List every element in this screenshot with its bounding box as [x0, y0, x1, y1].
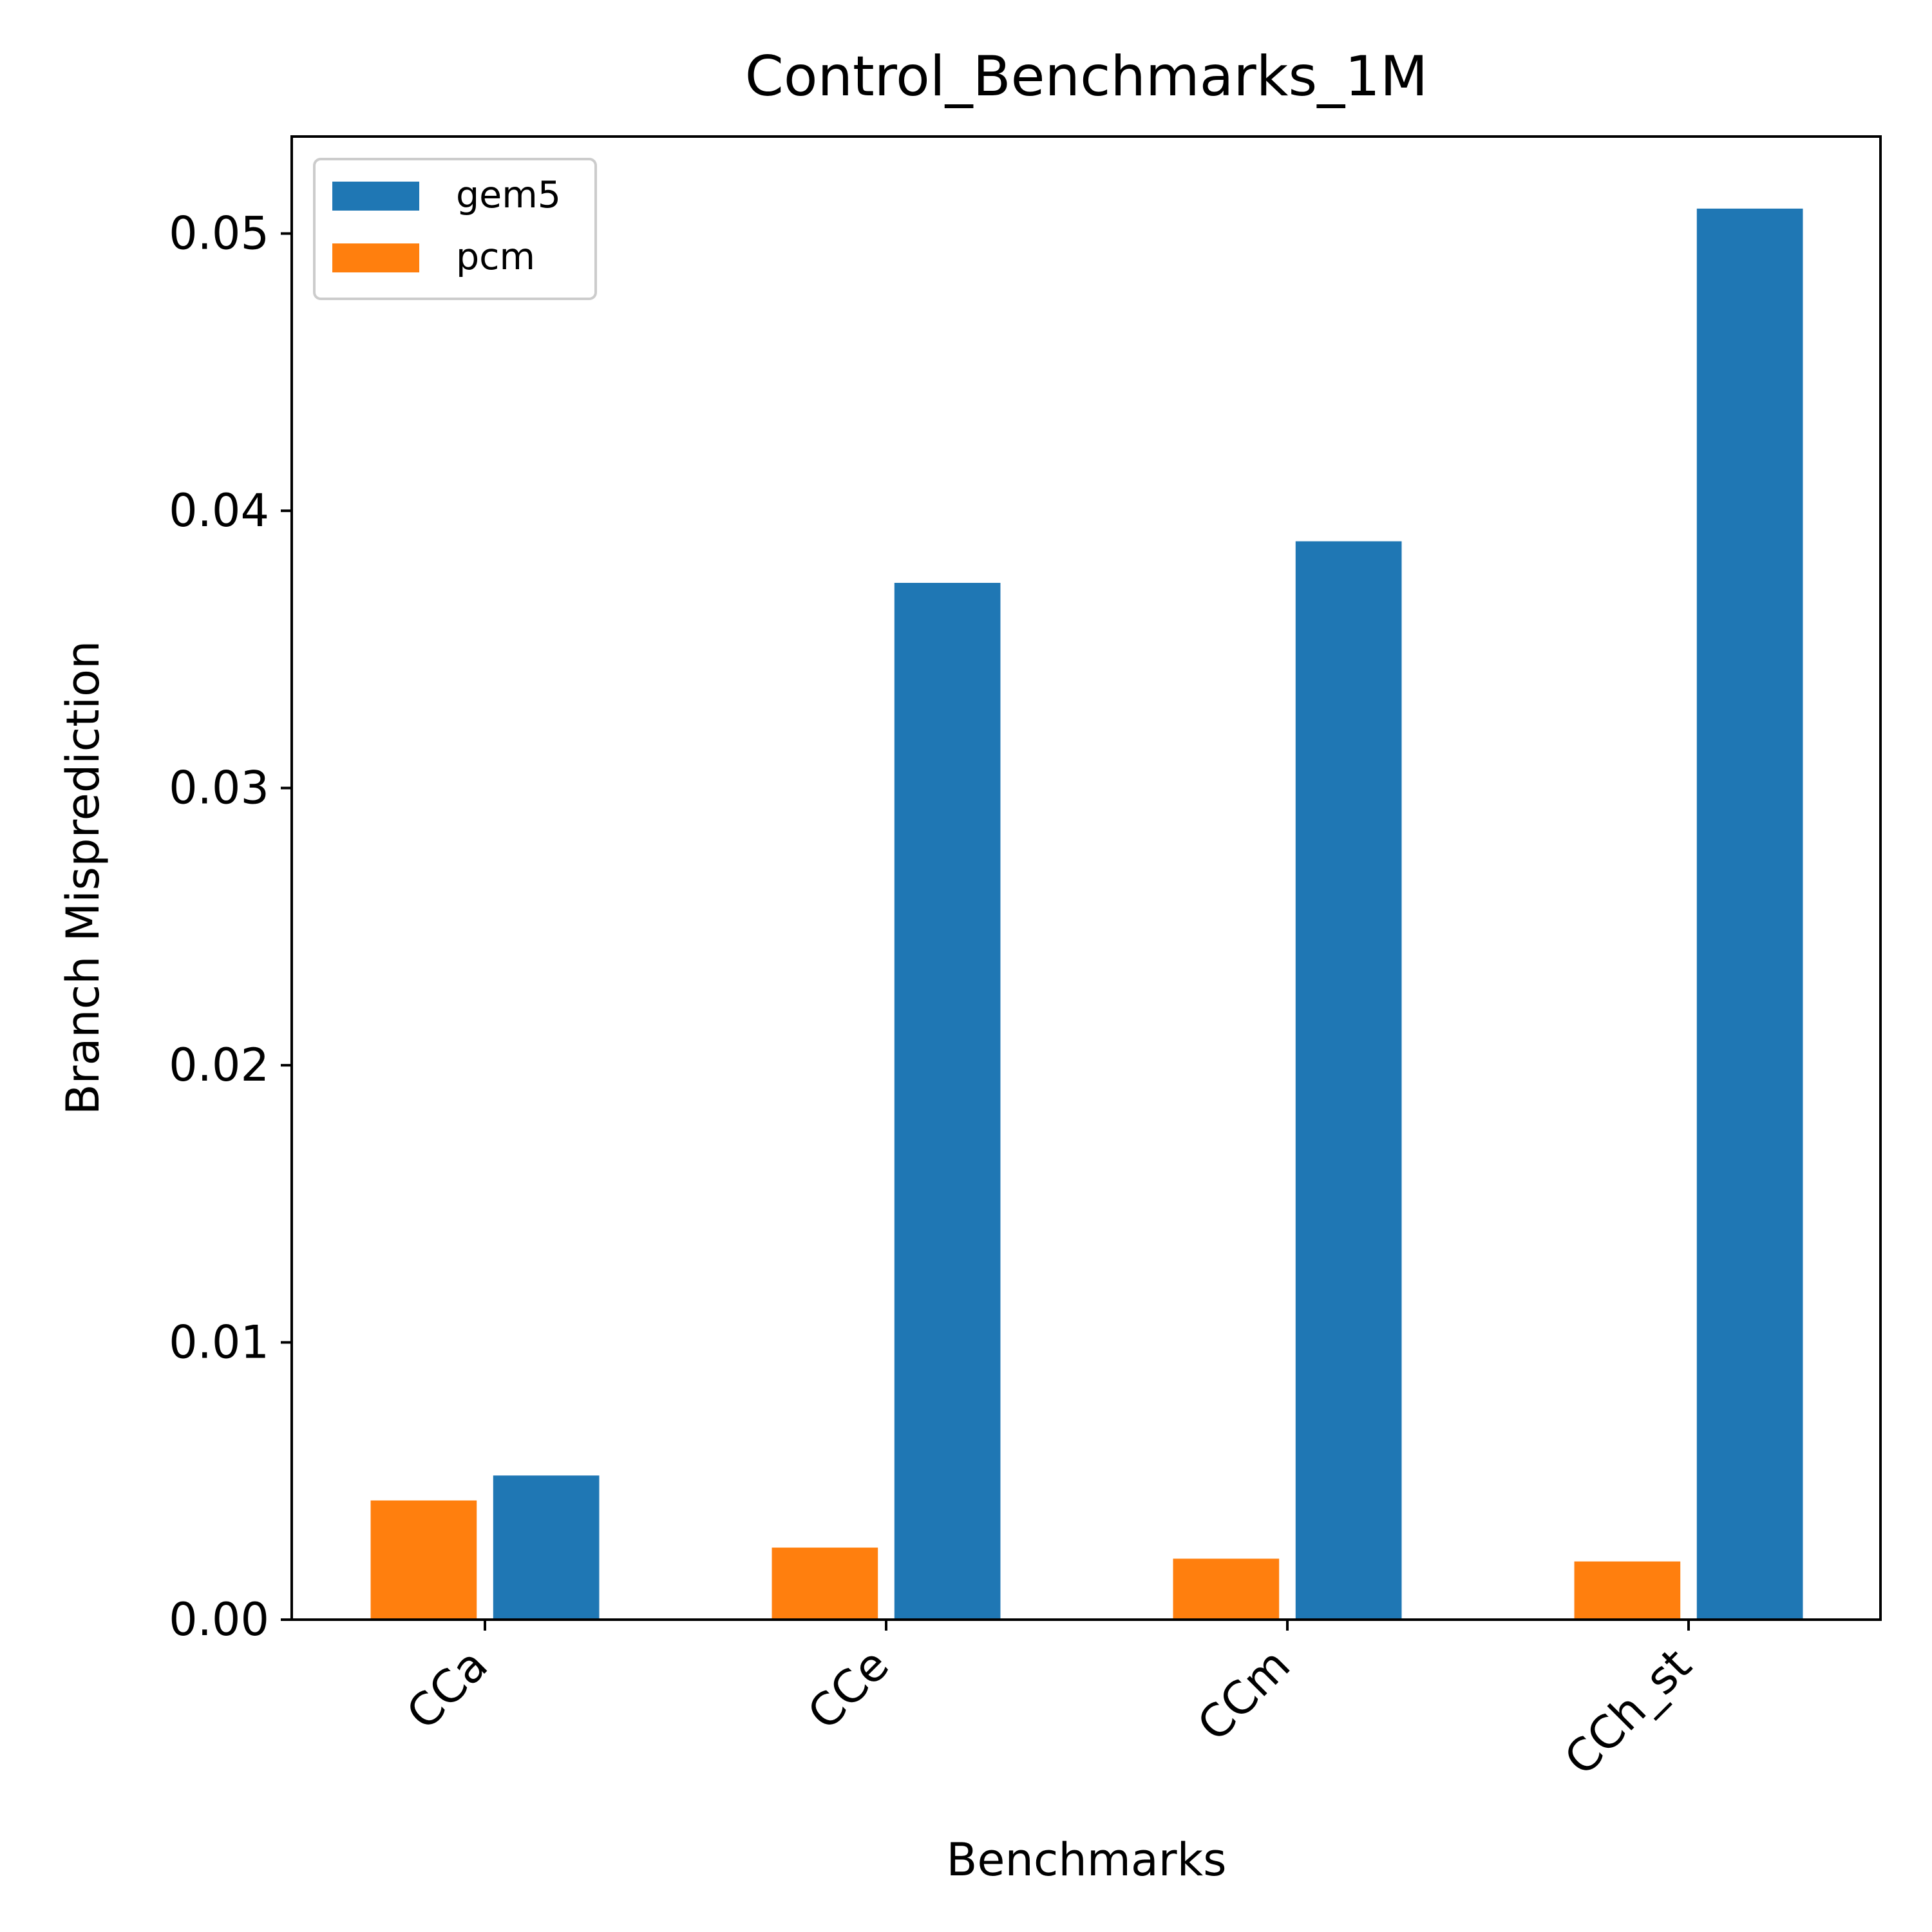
y-tick-label: 0.00 [169, 1593, 269, 1646]
legend-swatch-pcm [332, 243, 419, 272]
bar-gem5-CCh_st [1696, 208, 1803, 1620]
bar-pcm-CCh_st [1574, 1561, 1681, 1620]
y-tick-label: 0.02 [169, 1039, 269, 1092]
x-tick-label-CCh_st: CCh_st [1555, 1638, 1701, 1785]
bars-group [370, 208, 1803, 1620]
plot-frame [290, 135, 1882, 1621]
legend-label-pcm: pcm [456, 236, 535, 278]
bar-pcm-CCe [772, 1548, 878, 1620]
bar-pcm-CCm [1173, 1558, 1280, 1620]
x-axis: CCa CCe CCm CCh_st [397, 1620, 1701, 1785]
x-axis-label: Benchmarks [946, 1833, 1226, 1886]
x-tick-label-CCm: CCm [1188, 1638, 1300, 1751]
y-tick-label: 0.03 [169, 762, 269, 815]
bar-gem5-CCa [493, 1475, 600, 1620]
legend-swatch-gem5 [332, 182, 419, 211]
y-tick-label: 0.04 [169, 484, 269, 537]
bar-gem5-CCe [894, 583, 1001, 1620]
x-tick-label-CCe: CCe [797, 1638, 899, 1740]
x-tick-label-CCa: CCa [397, 1638, 498, 1739]
chart-title: Control_Benchmarks_1M [745, 44, 1428, 109]
legend: gem5 pcm [313, 158, 597, 300]
legend-label-gem5: gem5 [456, 174, 561, 216]
bar-gem5-CCm [1295, 541, 1402, 1620]
bar-pcm-CCa [370, 1500, 477, 1620]
y-tick-label: 0.01 [169, 1316, 269, 1369]
y-axis-label: Branch Misprediction [57, 641, 109, 1115]
y-axis: 0.00 0.01 0.02 0.03 0.04 0.05 [169, 207, 292, 1646]
y-tick-label: 0.05 [169, 207, 269, 260]
